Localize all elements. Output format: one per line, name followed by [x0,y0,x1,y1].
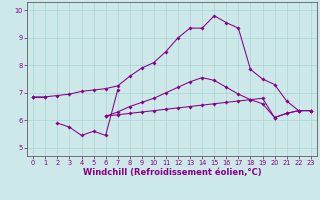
X-axis label: Windchill (Refroidissement éolien,°C): Windchill (Refroidissement éolien,°C) [83,168,261,177]
